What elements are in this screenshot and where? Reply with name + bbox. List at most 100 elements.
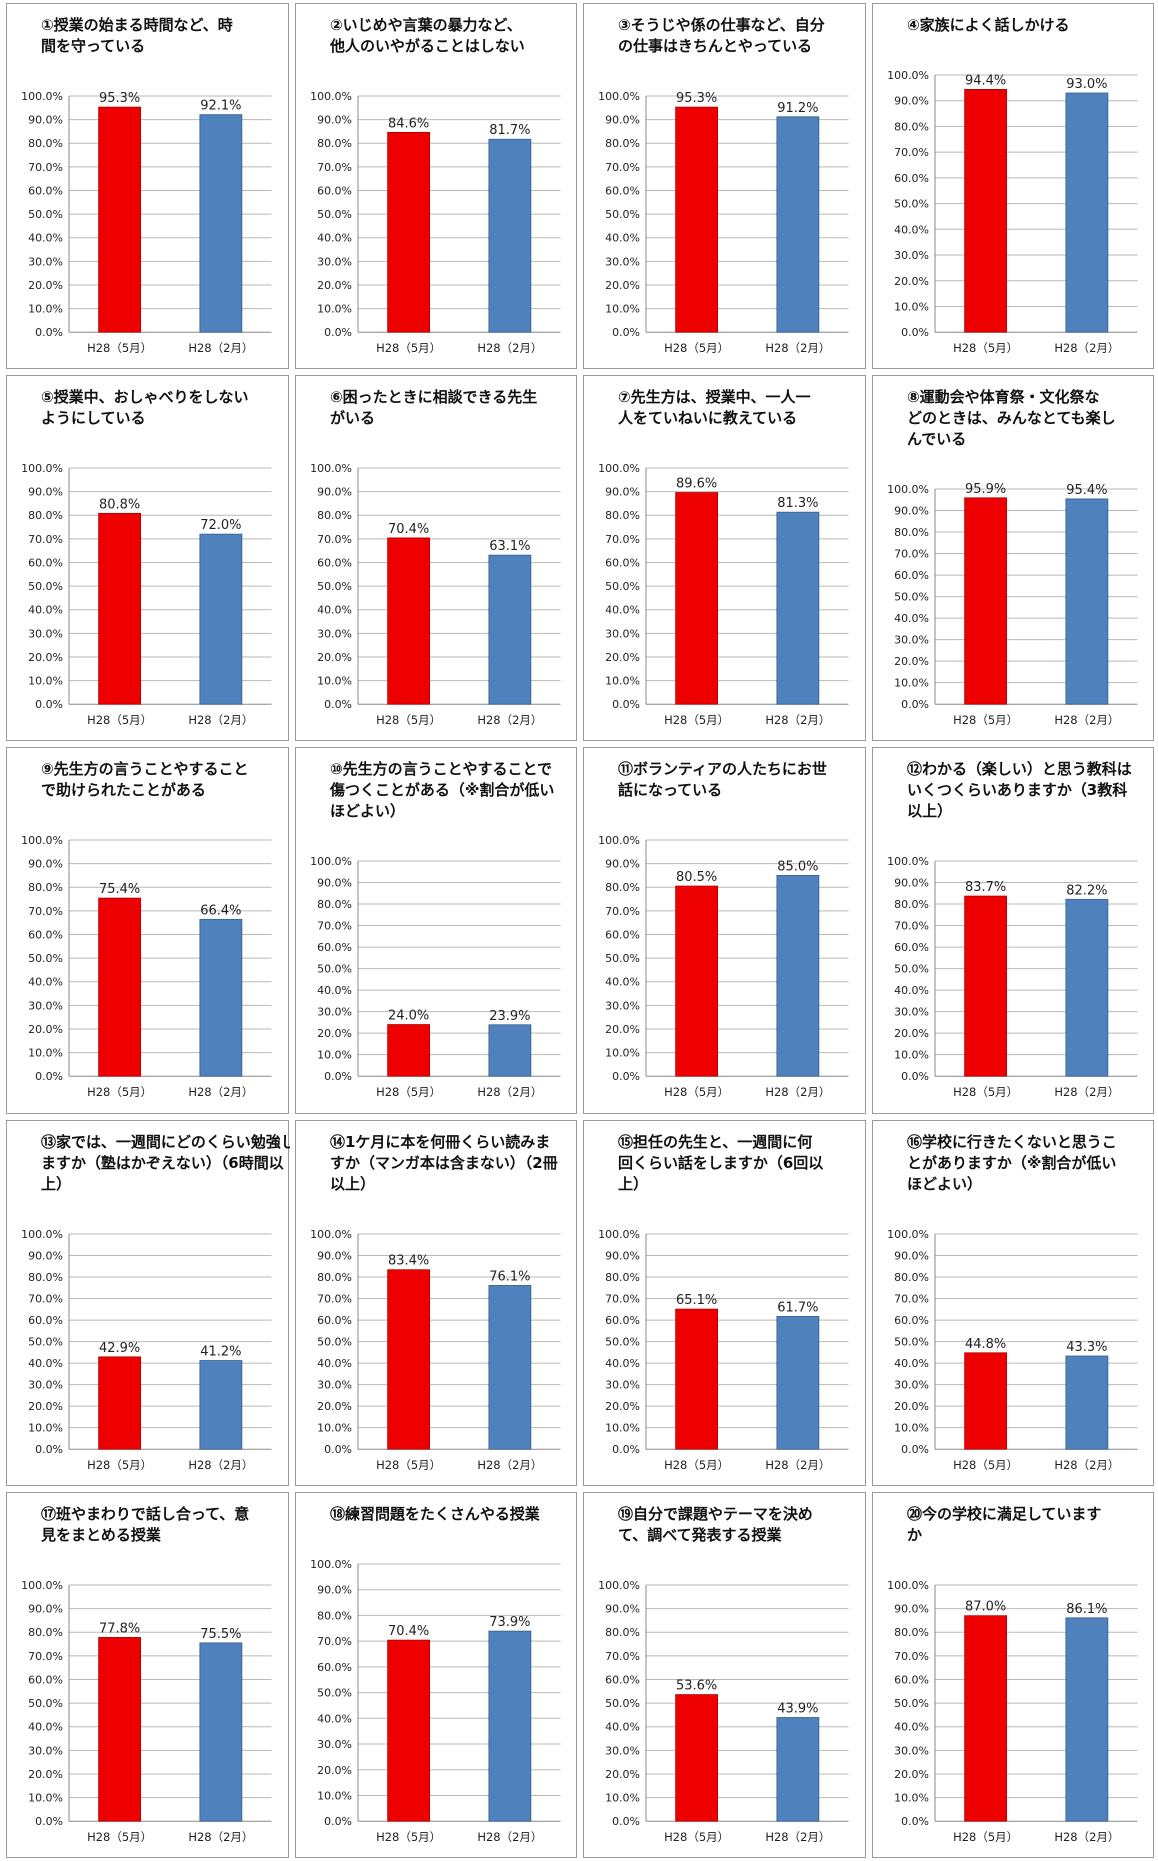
y-tick-label: 50.0% [317,963,352,976]
y-tick-label: 10.0% [605,1047,640,1060]
y-tick-label: 60.0% [605,557,640,570]
chart-title: ④家族によく話しかける [907,16,1070,34]
y-tick-label: 60.0% [317,1661,352,1674]
y-tick-label: 70.0% [317,533,352,546]
y-tick-label: 90.0% [894,877,929,890]
y-tick-label: 0.0% [35,1443,63,1456]
bar-may [98,513,142,705]
y-tick-label: 10.0% [605,675,640,688]
chart-title: 間を守っている [41,37,145,55]
y-tick-label: 40.0% [605,1721,640,1734]
y-tick-label: 70.0% [317,161,352,174]
data-label: 24.0% [388,1009,429,1024]
bar-may [98,898,142,1077]
y-tick-label: 0.0% [35,698,63,711]
y-tick-label: 50.0% [28,580,63,593]
bar-may [675,1308,719,1450]
y-tick-label: 20.0% [28,651,63,664]
y-tick-label: 50.0% [894,963,929,976]
chart-title: ますか（塾はかぞえない）（6時間以 [41,1154,284,1172]
y-tick-label: 50.0% [605,952,640,965]
y-tick-label: 100.0% [310,855,352,868]
y-tick-label: 80.0% [28,1271,63,1284]
y-tick-label: 20.0% [605,1400,640,1413]
y-tick-label: 0.0% [324,1443,352,1456]
y-tick-label: 60.0% [317,184,352,197]
y-tick-label: 100.0% [310,90,352,103]
chart-panel: ⑱練習問題をたくさんやる授業 0.0% 10.0% 20.0% 30.0% 40.0% 50… [294,1491,577,1858]
y-tick-label: 40.0% [605,604,640,617]
data-label: 43.3% [1066,1340,1107,1355]
y-tick-label: 30.0% [605,255,640,268]
y-tick-label: 0.0% [612,1815,640,1828]
bar-may [963,89,1007,333]
bar-feb [1064,1617,1108,1822]
y-tick-label: 70.0% [605,161,640,174]
bar-may [98,1636,142,1822]
bar-may [675,492,719,705]
category-label: H28（5月） [664,1830,729,1844]
y-tick-label: 50.0% [28,208,63,221]
y-tick-label: 80.0% [317,1271,352,1284]
y-tick-label: 90.0% [894,95,929,108]
y-tick-label: 20.0% [605,1768,640,1781]
y-tick-label: 0.0% [901,326,929,339]
y-tick-label: 70.0% [317,1292,352,1305]
y-tick-label: 100.0% [887,1579,929,1592]
bar-chart: ②いじめや言葉の暴力など、他人のいやがることはしない 0.0% 10.0% 20.0%… [310,16,560,355]
category-label: H28（2月） [765,341,830,355]
y-tick-label: 60.0% [317,941,352,954]
chart-title: 上） [618,1175,648,1193]
chart-title: ようにしている [41,409,145,427]
bar-feb [776,875,820,1077]
y-tick-label: 50.0% [28,1335,63,1348]
category-label: H28（2月） [188,713,253,727]
category-label: H28（5月） [87,1830,152,1844]
data-label: 83.4% [388,1253,429,1268]
data-label: 95.3% [99,91,140,106]
y-tick-label: 100.0% [598,462,640,475]
category-label: H28（2月） [188,341,253,355]
y-tick-label: 70.0% [28,161,63,174]
data-label: 77.8% [99,1621,140,1636]
category-label: H28（5月） [664,1086,729,1100]
y-tick-label: 10.0% [317,303,352,316]
y-tick-label: 60.0% [605,1314,640,1327]
chart-panel: ⑮担任の先生と、一週間に何 回くらい話をしますか（6回以 上） 0.0% 10.0% 20… [583,1119,866,1486]
y-tick-label: 20.0% [894,275,929,288]
y-tick-label: 100.0% [598,1228,640,1241]
y-tick-label: 80.0% [28,882,63,895]
data-label: 92.1% [200,99,241,114]
category-label: H28（2月） [188,1830,253,1844]
chart-title: んでいる [907,430,966,448]
bar-chart: ④家族によく話しかける 0.0% 10.0% 20.0% 30.0% 40.0% 50.0%… [887,16,1137,355]
chart-title: ⑫わかる（楽しい）と思う教科は [907,760,1132,778]
y-tick-label: 70.0% [894,920,929,933]
bar-may [675,886,719,1077]
y-tick-label: 30.0% [317,1738,352,1751]
y-tick-label: 10.0% [894,1791,929,1804]
y-tick-label: 100.0% [21,834,63,847]
y-tick-label: 10.0% [28,303,63,316]
chart-title: ⑰班やまわりで話し合って、意 [41,1505,249,1523]
chart-panel: ⑳今の学校に満足していますか 0.0% 10.0% 20.0% 30.0% 40.0% 50… [871,1491,1154,1858]
y-tick-label: 100.0% [887,483,929,496]
y-tick-label: 20.0% [317,1400,352,1413]
chart-panel: ⑥困ったときに相談できる先生 がいる 0.0% 10.0% 20.0% 30.0% 40.0… [294,375,577,742]
y-tick-label: 50.0% [894,198,929,211]
y-tick-label: 60.0% [605,929,640,942]
y-tick-label: 60.0% [894,1673,929,1686]
chart-panel: ③そうじや係の仕事など、自分 の仕事はきちんとやっている 0.0% 10.0% 20.0… [583,3,866,370]
category-label: H28（2月） [477,1086,542,1100]
chart-title: ⑲自分で課題やテーマを決め [618,1505,813,1523]
y-tick-label: 0.0% [35,1815,63,1828]
y-tick-label: 90.0% [605,486,640,499]
data-label: 95.4% [1066,483,1107,498]
category-label: H28（5月） [376,713,441,727]
y-tick-label: 100.0% [310,462,352,475]
category-label: H28（5月） [953,1458,1018,1472]
